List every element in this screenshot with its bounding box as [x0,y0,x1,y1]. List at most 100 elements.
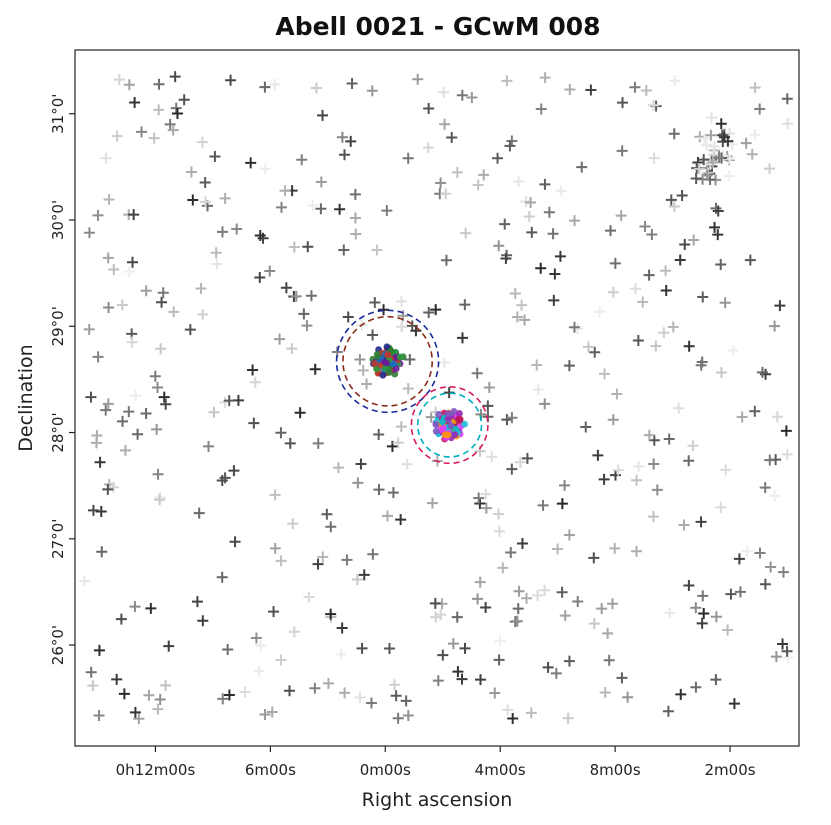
source-marker [390,690,402,702]
source-marker [722,624,734,636]
source-marker [777,638,789,650]
source-marker [607,286,619,298]
member-point [451,431,459,439]
member-point [432,421,440,428]
source-marker [609,257,621,269]
source-marker [460,227,472,239]
source-marker [402,152,414,164]
source-marker [713,152,725,164]
source-marker [154,694,166,706]
source-marker [203,440,215,452]
source-marker [667,321,679,333]
source-marker [153,78,165,90]
member-point [440,424,447,432]
source-marker [631,474,643,486]
source-marker [687,440,699,452]
source-marker [127,256,139,268]
source-marker [171,108,183,120]
source-marker [148,132,160,144]
source-marker [128,209,140,221]
source-marker [279,185,291,197]
source-marker [646,228,658,240]
source-marker [497,562,509,574]
source-marker [446,132,458,144]
source-marker [569,215,581,227]
source-marker [369,296,381,308]
source-marker [187,194,199,206]
source-marker [563,360,575,372]
source-marker [412,73,424,85]
source-marker [352,477,364,489]
source-marker [268,606,280,618]
source-marker [740,137,752,149]
source-marker [152,381,164,393]
source-marker [197,308,209,320]
source-marker [572,595,584,607]
source-marker [640,85,652,97]
source-marker [275,654,287,666]
group-members [369,343,469,443]
source-marker [232,394,244,406]
source-marker [683,579,695,591]
source-marker [132,428,144,440]
source-marker [548,294,560,306]
source-marker [607,414,619,426]
source-marker [480,488,492,500]
group-circle [342,315,434,407]
source-marker [669,75,681,87]
source-marker [489,687,501,699]
source-marker [423,307,435,319]
source-marker [345,135,357,147]
source-marker [216,475,228,487]
source-marker [674,254,686,266]
source-marker [102,483,114,495]
source-marker [559,610,571,622]
member-point [444,410,452,418]
source-marker [140,285,152,297]
source-marker [169,71,181,83]
source-marker [535,262,547,274]
source-marker [690,602,702,614]
source-marker [741,545,753,557]
source-marker [102,398,114,410]
source-marker [365,697,377,709]
source-marker [715,366,727,378]
source-marker [118,688,130,700]
source-marker [679,239,691,251]
source-marker [191,596,203,608]
source-marker [456,332,468,344]
source-marker [509,288,521,300]
source-marker [521,592,533,604]
source-marker [178,94,190,106]
source-marker [539,584,551,596]
source-marker [559,479,571,491]
source-marker [315,203,327,215]
source-marker [648,99,660,111]
source-marker [754,547,766,559]
source-marker [673,402,685,414]
source-marker [228,465,240,477]
source-marker [506,463,518,475]
source-marker [651,484,663,496]
source-marker [727,344,739,356]
source-marker [269,489,281,501]
source-marker [123,406,135,418]
source-marker [225,74,237,86]
source-marker [596,603,608,615]
x-tick-label: 8m00s [590,761,641,779]
source-marker [678,519,690,531]
source-marker [710,202,722,214]
source-marker [501,75,513,87]
source-marker [248,417,260,429]
source-marker [129,97,141,109]
source-marker [303,591,315,603]
source-marker [612,464,624,476]
source-marker [719,297,731,309]
source-marker [196,136,208,148]
source-marker [392,712,404,724]
y-axis-label: Declination [15,344,37,451]
source-marker [694,131,706,143]
source-marker [615,210,627,222]
source-marker [749,82,761,94]
source-marker [157,287,169,299]
